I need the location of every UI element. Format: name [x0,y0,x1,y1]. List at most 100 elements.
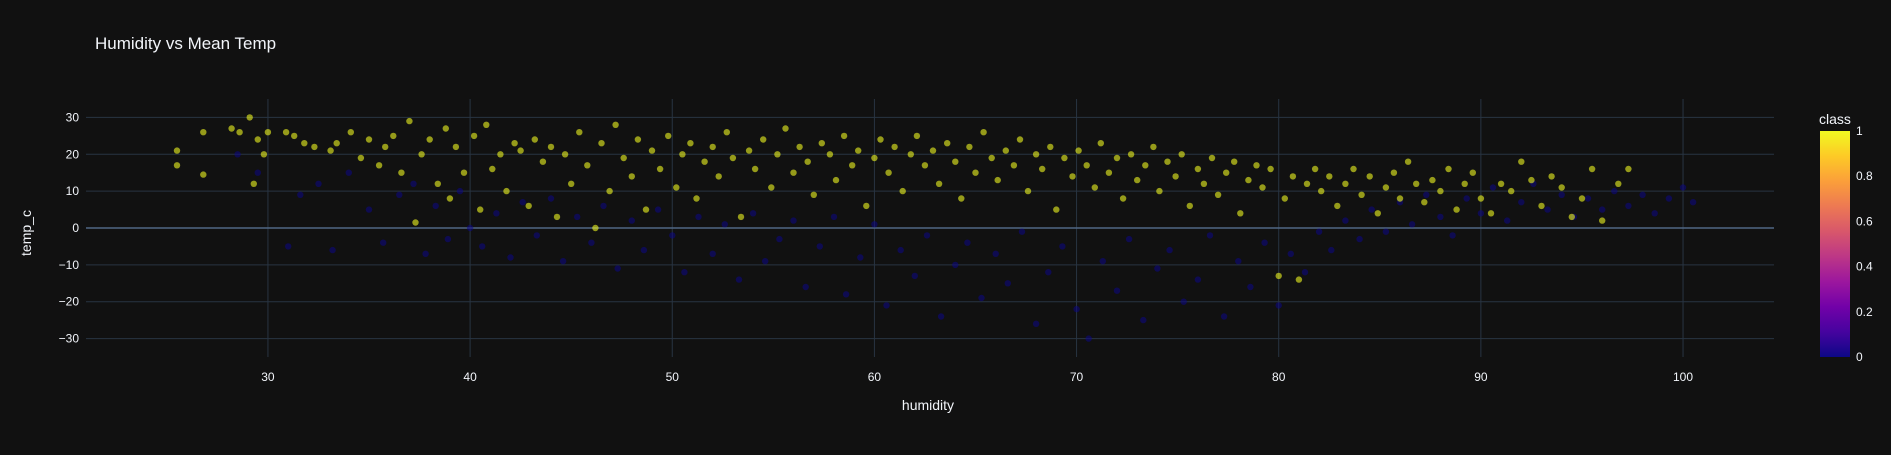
data-point [1287,250,1295,257]
data-point [693,195,700,202]
data-point [994,176,1001,184]
data-point [842,291,850,298]
x-tick-label: 80 [1272,370,1286,384]
data-point [891,143,898,151]
data-point [640,246,648,254]
data-point [503,187,510,195]
data-point [483,121,490,128]
data-point [1342,180,1349,187]
data-point [380,239,387,246]
data-point [921,162,929,169]
data-point [937,313,945,320]
data-point [606,187,613,195]
colorbar-bar [1820,131,1850,357]
data-point [818,140,825,147]
data-point [1497,180,1505,187]
data-point [907,151,914,158]
axes: 30 40 50 60 70 80 90 100 −30 −20 −10 0 10 20 30 [59,110,1694,384]
data-point [410,180,417,187]
colorbar-tick-label: 0 [1856,350,1863,364]
data-point [768,184,775,191]
data-point [1047,143,1054,151]
data-point [434,180,441,187]
data-point [1368,206,1375,213]
x-axis-title: humidity [902,397,954,413]
data-point [422,250,429,257]
data-point [1194,276,1202,283]
data-point [568,180,575,187]
data-point [679,151,686,158]
data-point [745,147,753,154]
data-point [776,235,783,243]
data-point [751,165,759,173]
data-point [1231,158,1238,165]
data-point [1261,239,1268,246]
data-point [531,136,538,143]
grid [86,99,1774,357]
data-point [489,165,496,173]
data-point [1004,280,1011,287]
data-point [533,232,540,239]
data-point [885,169,892,176]
data-point [665,132,672,140]
y-tick-label: 10 [66,184,80,198]
data-point [1382,228,1390,235]
data-point [1075,147,1082,154]
data-point [1528,176,1535,184]
y-tick-label: −30 [59,332,80,346]
data-point [365,206,373,213]
data-point [1508,187,1515,195]
x-tick-label: 40 [463,370,477,384]
data-point [1275,272,1282,280]
data-point [200,171,207,178]
data-point [1024,187,1032,195]
data-point [978,294,985,302]
data-point [1303,180,1311,187]
data-point [1413,180,1420,187]
data-point [966,143,973,151]
data-point [760,136,767,143]
data-point [1350,165,1357,173]
data-point [1518,158,1525,165]
data-point [1382,184,1390,191]
data-point [1105,169,1113,176]
data-point [1134,176,1141,184]
data-point [446,195,454,202]
data-point [628,217,635,224]
data-point [1408,221,1416,228]
y-tick-label: −10 [59,258,80,272]
y-tick-label: 30 [66,110,80,124]
data-point [592,224,599,232]
data-point [477,206,484,213]
data-point [1625,165,1632,173]
data-point [1544,206,1551,213]
y-tick-label: 20 [66,147,80,161]
data-point [701,158,708,165]
data-point [1665,195,1673,202]
data-point [1548,173,1555,180]
data-point [802,283,809,291]
data-point [442,125,449,132]
data-point [561,151,569,158]
data-point [375,162,383,169]
data-point [396,191,403,198]
data-point [301,140,308,147]
data-point [260,151,268,158]
data-point [1247,283,1254,291]
data-point [173,147,181,154]
data-point [1253,162,1260,169]
data-point [254,169,261,176]
data-point [1200,180,1208,187]
data-point [1206,232,1214,239]
data-point [721,221,728,228]
data-point [1061,154,1068,162]
data-point [614,265,621,272]
data-point [810,191,817,198]
data-point [911,272,918,280]
data-point [600,202,607,210]
data-point [737,213,745,221]
data-point [1334,202,1341,210]
data-point [444,235,452,243]
data-point [1558,191,1565,198]
data-point [877,136,884,143]
